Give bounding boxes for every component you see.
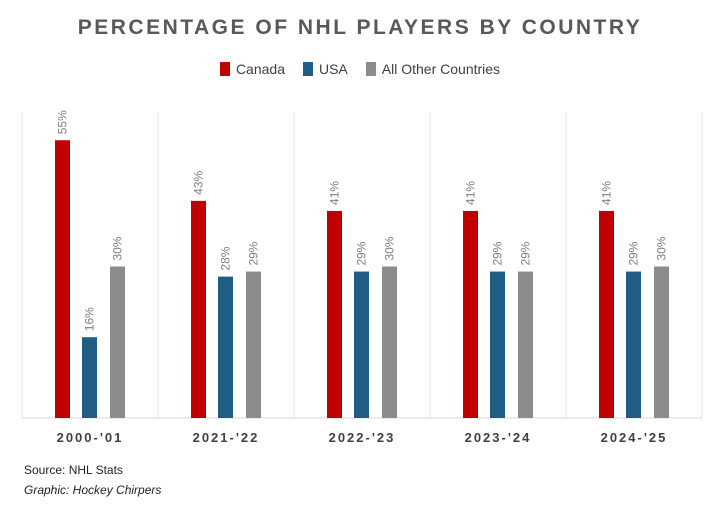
legend-swatch <box>302 62 313 76</box>
data-label: 29% <box>519 241 533 265</box>
data-label: 29% <box>627 241 641 265</box>
data-label: 28% <box>219 246 233 270</box>
legend-label: USA <box>318 61 348 77</box>
bar-canada <box>327 210 342 418</box>
legend-swatch <box>219 62 230 76</box>
bar-all-other-countries <box>110 266 125 418</box>
bar-all-other-countries <box>518 271 533 418</box>
data-label: 41% <box>600 181 614 205</box>
bar-all-other-countries <box>246 271 261 418</box>
legend-swatch <box>365 62 376 76</box>
data-label: 30% <box>383 236 397 260</box>
x-tick-label: 2023-'24 <box>465 430 532 445</box>
data-label: 30% <box>111 236 125 260</box>
data-label: 29% <box>355 241 369 265</box>
x-tick-label: 2024-'25 <box>601 430 668 445</box>
x-tick-label: 2021-'22 <box>193 430 260 445</box>
legend-label: All Other Countries <box>381 61 501 77</box>
data-label: 55% <box>56 110 70 134</box>
legend: Canada USA All Other Countries <box>0 61 720 77</box>
data-label: 43% <box>192 171 206 195</box>
data-label: 16% <box>83 307 97 331</box>
credit-note: Graphic: Hockey Chirpers <box>24 483 162 497</box>
bar-usa <box>354 271 369 418</box>
data-label: 41% <box>328 181 342 205</box>
x-tick-label: 2022-'23 <box>329 430 396 445</box>
bar-canada <box>599 210 614 418</box>
bar-usa <box>490 271 505 418</box>
bar-canada <box>55 140 70 418</box>
bar-all-other-countries <box>382 266 397 418</box>
legend-label: Canada <box>235 61 285 77</box>
bar-all-other-countries <box>654 266 669 418</box>
chart-title: PERCENTAGE OF NHL PLAYERS BY COUNTRY <box>77 16 643 39</box>
legend-item-other: All Other Countries <box>365 61 501 77</box>
bar-canada <box>463 210 478 418</box>
bar-usa <box>218 276 233 418</box>
bar-canada <box>191 200 206 418</box>
bar-usa <box>82 337 97 418</box>
x-tick-label: 2000-'01 <box>57 430 124 445</box>
data-label: 29% <box>247 241 261 265</box>
bar-usa <box>626 271 641 418</box>
legend-item-canada: Canada <box>219 61 285 77</box>
data-label: 30% <box>655 236 669 260</box>
data-label: 41% <box>464 181 478 205</box>
legend-item-usa: USA <box>302 61 348 77</box>
source-note: Source: NHL Stats <box>24 463 123 477</box>
data-label: 29% <box>491 241 505 265</box>
